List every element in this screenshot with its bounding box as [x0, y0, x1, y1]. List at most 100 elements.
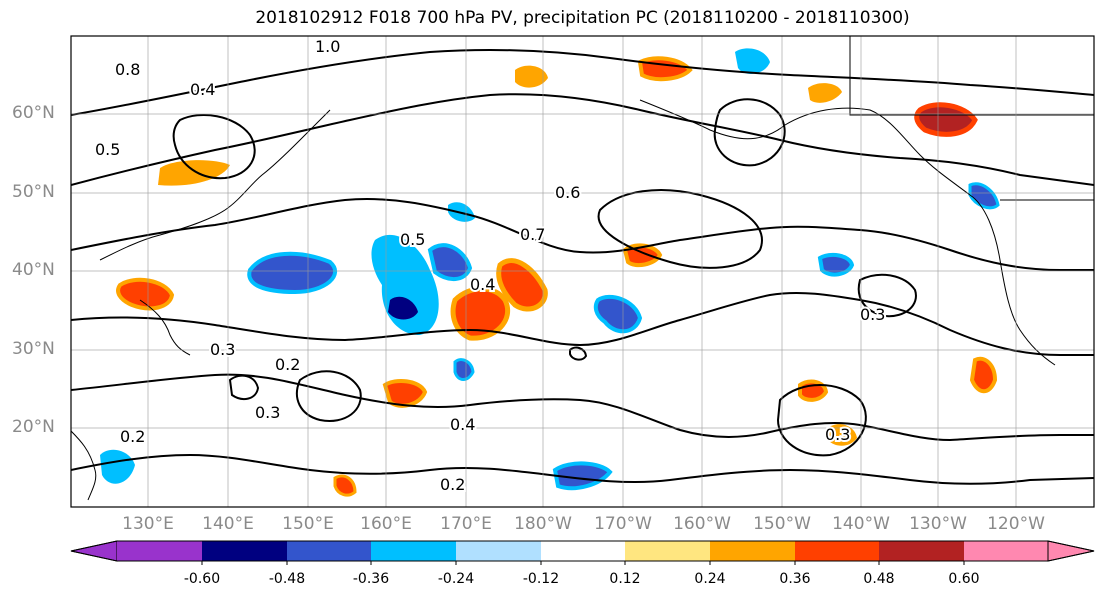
pv-contour	[71, 373, 1094, 442]
pv-contour	[569, 346, 588, 361]
colorbar-segment	[371, 541, 456, 561]
pv-contour	[228, 374, 260, 401]
colorbar-tick-label: 0.60	[948, 571, 980, 587]
contour-label: 0.2	[440, 475, 465, 494]
political-border	[849, 36, 1094, 116]
pc-blob	[158, 160, 230, 186]
lon-label: 130°E	[122, 514, 174, 534]
pc-blob	[735, 48, 770, 74]
contour-label: 0.3	[825, 425, 850, 444]
pc-blob	[388, 296, 418, 320]
contour-label: 0.6	[555, 183, 580, 202]
lon-label: 160°W	[673, 514, 731, 534]
colorbar-segment	[541, 541, 625, 561]
colorbar-tick-label: 0.12	[609, 571, 641, 587]
coastlines	[71, 36, 1094, 501]
pc-blob	[333, 474, 357, 497]
colorbar-tick-label: -0.36	[352, 571, 390, 587]
lat-label: 60°N	[12, 103, 55, 123]
pc-blob	[382, 378, 428, 408]
pv-contour	[71, 198, 1094, 271]
colorbar-extend-low	[70, 540, 118, 562]
colorbar-outline	[70, 540, 1095, 562]
lon-label: 120°W	[987, 514, 1045, 534]
pc-blob	[247, 251, 338, 295]
contour-label: 0.2	[120, 427, 145, 446]
pv-contour	[172, 114, 256, 180]
contour-label: 1.0	[315, 37, 340, 56]
colorbar-segment	[795, 541, 879, 561]
pv-contour	[71, 49, 1094, 116]
lon-label: 150°W	[753, 514, 811, 534]
colorbar-segment	[964, 541, 1048, 561]
colorbar-tick-label: 0.36	[779, 571, 811, 587]
lat-label: 50°N	[12, 182, 55, 202]
colorbar-tick-label: -0.60	[183, 571, 221, 587]
pv-contours	[71, 49, 1094, 485]
pc-blob	[450, 286, 510, 341]
contour-label: 0.5	[95, 140, 120, 159]
coastline	[71, 430, 97, 501]
coastline	[639, 99, 1056, 366]
contour-label: 0.2	[275, 355, 300, 374]
lon-label: 170°W	[594, 514, 652, 534]
colorbar-tick-label: -0.48	[268, 571, 306, 587]
lat-label: 20°N	[12, 417, 55, 437]
lon-label: 160°E	[360, 514, 412, 534]
colorbar-segment	[287, 541, 371, 561]
pv-contour	[857, 273, 917, 318]
pc-blob	[371, 234, 439, 335]
colorbar-tick-label: -0.24	[437, 571, 475, 587]
pc-blob	[828, 424, 857, 446]
pc-blob	[622, 243, 663, 268]
colorbar-segment	[710, 541, 795, 561]
lon-label: 180°W	[514, 514, 572, 534]
lon-label: 130°W	[909, 514, 967, 534]
contour-label: 0.3	[210, 340, 235, 359]
pc-blob	[552, 461, 613, 491]
pc-blob	[453, 358, 475, 381]
colorbar-segment	[456, 541, 541, 561]
pc-blob	[914, 102, 978, 137]
pv-contour	[295, 370, 362, 422]
pc-blob	[808, 83, 842, 103]
contour-label: 0.4	[190, 80, 215, 99]
lat-label: 30°N	[12, 339, 55, 359]
pv-contour	[776, 384, 867, 457]
map-title: 2018102912 F018 700 hPa PV, precipitatio…	[255, 8, 910, 28]
pv-contour	[71, 93, 1094, 186]
pv-contour	[597, 189, 763, 269]
graticule	[71, 36, 1094, 507]
pc-blob	[116, 277, 175, 311]
contour-label-layer: 1.0 0.8 0.6 0.5 0.4 0.7 0.3 0.2 0.5 0.4 …	[93, 36, 887, 496]
lon-label: 140°W	[832, 514, 890, 534]
pc-blob	[515, 65, 548, 88]
contour-label: 0.8	[115, 60, 140, 79]
colorbar-segment	[625, 541, 710, 561]
lon-label: 150°E	[282, 514, 334, 534]
coastline	[99, 109, 331, 261]
pc-blob	[817, 252, 855, 277]
contour-label: 0.4	[450, 415, 475, 434]
lon-label: 170°E	[440, 514, 492, 534]
contour-label: 0.4	[470, 275, 495, 294]
pc-blob	[496, 258, 548, 312]
contour-label: 0.3	[860, 305, 885, 324]
pv-contour	[71, 453, 1094, 485]
pc-blob	[969, 356, 998, 394]
lon-label: 140°E	[202, 514, 254, 534]
contour-label: 0.5	[400, 230, 425, 249]
pv-contour	[713, 98, 786, 167]
colorbar-tick-label: 0.48	[863, 571, 895, 587]
colorbar-tick-label: 0.24	[694, 571, 726, 587]
pc-blob	[968, 182, 1000, 210]
colorbar-tick-label: -0.12	[522, 571, 560, 587]
lat-label: 40°N	[12, 260, 55, 280]
colorbar-segment	[879, 541, 964, 561]
map-frame	[70, 35, 1095, 508]
pc-blob	[100, 449, 135, 484]
colorbar-segment	[202, 541, 287, 561]
contour-label: 0.3	[255, 403, 280, 422]
pc-blob	[593, 294, 643, 334]
